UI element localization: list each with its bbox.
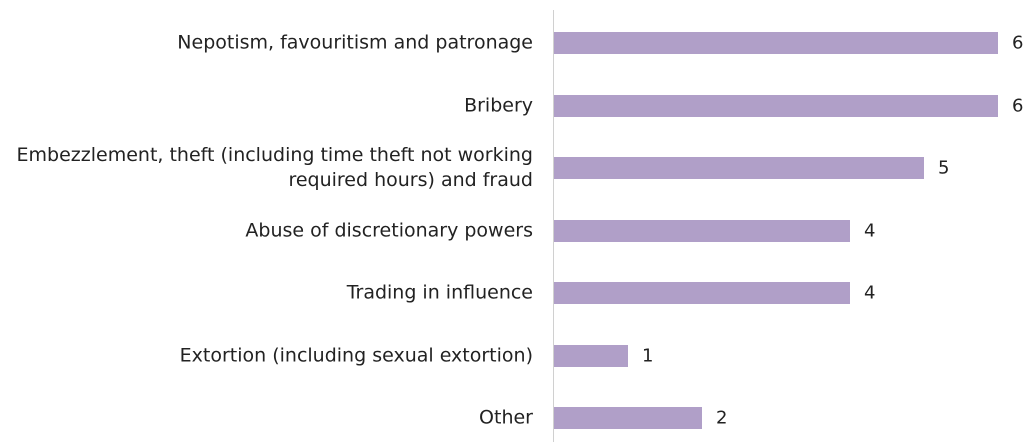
category-label: Nepotism, favouritism and patronage [177,31,533,54]
bar [554,282,850,304]
bar [554,32,998,54]
category-label: Bribery [464,94,533,116]
bar [554,407,702,429]
bar [554,219,850,242]
data-label: 4 [864,220,876,241]
bar [554,157,924,179]
axis-line [553,10,554,442]
category-label: Other [479,406,533,429]
data-label: 5 [938,157,950,179]
category-label: Embezzlement, theft (including time thef… [16,144,533,191]
data-label: 2 [716,407,728,429]
category-label: Trading in influence [346,281,533,304]
bar [554,344,628,367]
data-label: 6 [1012,32,1024,54]
data-label: 1 [642,345,654,366]
data-label: 4 [864,282,876,304]
category-label: Extortion (including sexual extortion) [179,344,533,366]
category-label: Abuse of discretionary powers [245,219,533,241]
data-label: 6 [1012,95,1024,116]
bar [554,94,998,117]
